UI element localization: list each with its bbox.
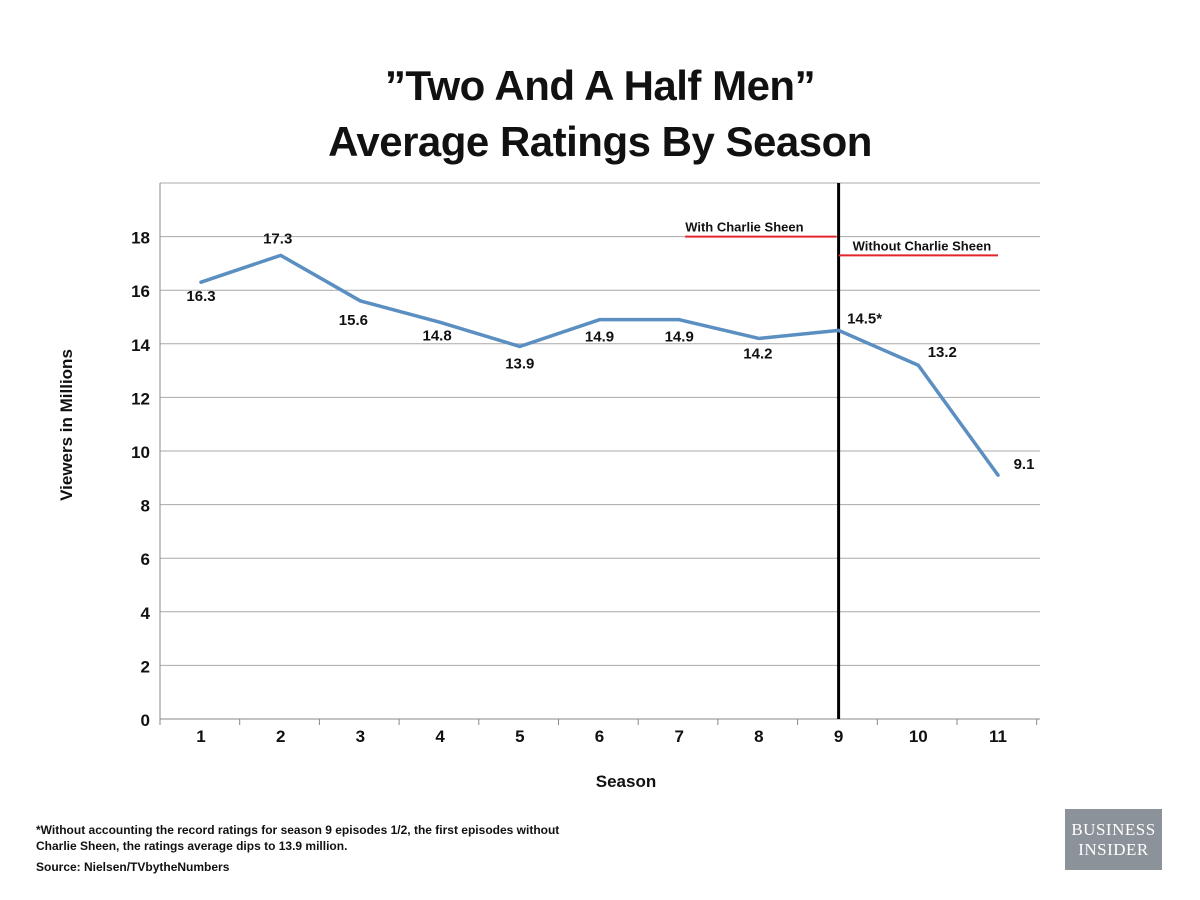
footnote-line-2: Charlie Sheen, the ratings average dips … <box>36 839 348 853</box>
data-label-season-9: 14.5* <box>847 310 882 327</box>
data-labels: 16.3 17.3 15.6 14.8 13.9 14.9 14.9 14.2 14.5* 13.… <box>186 230 1034 473</box>
data-label-season-3: 15.6 <box>339 312 368 329</box>
x-tick-label-6: 6 <box>595 727 604 746</box>
grid-lines <box>160 182 1040 666</box>
data-label-season-10: 13.2 <box>928 344 957 361</box>
y-axis-title: Viewers in Millions <box>57 349 76 501</box>
data-point-season-1 <box>199 280 203 284</box>
y-tick-label-18: 18 <box>131 229 150 248</box>
footnote-line-1: *Without accounting the record ratings f… <box>36 823 560 837</box>
x-tick-label-7: 7 <box>674 727 683 746</box>
source-note: Source: Nielsen/TVbytheNumbers <box>36 860 230 874</box>
data-label-season-8: 14.2 <box>743 345 772 362</box>
x-tick-label-8: 8 <box>754 727 763 746</box>
data-label-season-1: 16.3 <box>186 288 215 305</box>
data-label-season-7: 14.9 <box>665 329 694 346</box>
chart-title-line-2: Average Ratings By Season <box>328 118 872 165</box>
x-tick-label-9: 9 <box>834 727 843 746</box>
data-point-season-2 <box>279 253 283 257</box>
data-point-season-8 <box>757 336 761 340</box>
data-label-season-5: 13.9 <box>505 355 534 372</box>
data-point-season-5 <box>518 344 522 348</box>
footnote: *Without accounting the record ratings f… <box>36 822 596 854</box>
y-tick-label-10: 10 <box>131 443 150 462</box>
data-point-season-9 <box>837 328 841 332</box>
series-line <box>199 253 1000 477</box>
data-label-season-6: 14.9 <box>585 329 614 346</box>
y-tick-label-6: 6 <box>141 550 150 569</box>
logo-line-2: INSIDER <box>1078 839 1149 859</box>
chart-title-line-1: ”Two And A Half Men” <box>384 62 816 109</box>
logo-line-1: BUSINESS <box>1071 819 1156 839</box>
series-ratings <box>199 253 1000 477</box>
x-tick-label-4: 4 <box>435 727 445 746</box>
x-tick-label-1: 1 <box>196 727 205 746</box>
data-point-season-3 <box>358 299 362 303</box>
x-axis-title: Season <box>596 772 656 791</box>
y-tick-label-4: 4 <box>141 604 151 623</box>
data-point-season-4 <box>438 320 442 324</box>
data-label-season-2: 17.3 <box>263 230 292 247</box>
data-point-season-6 <box>598 318 601 322</box>
annotations: With Charlie Sheen Without Charlie Sheen <box>685 183 998 719</box>
data-point-season-10 <box>916 363 920 367</box>
x-tick-label-2: 2 <box>276 727 285 746</box>
y-tick-label-16: 16 <box>131 282 150 301</box>
data-point-season-11 <box>996 473 1000 477</box>
x-tick-label-3: 3 <box>356 727 365 746</box>
chart-title: ”Two And A Half Men” Average Ratings By … <box>0 58 1200 170</box>
y-tick-label-2: 2 <box>141 657 150 676</box>
y-tick-label-12: 12 <box>131 389 150 408</box>
y-tick-label-14: 14 <box>131 336 150 355</box>
x-tick-label-10: 10 <box>909 727 928 746</box>
y-tick-label-8: 8 <box>141 497 150 516</box>
y-tick-label-0: 0 <box>141 711 150 730</box>
business-insider-logo: BUSINESS INSIDER <box>1065 809 1162 870</box>
annotation-label-0: With Charlie Sheen <box>685 220 803 235</box>
data-label-season-11: 9.1 <box>1014 456 1035 473</box>
annotation-label-1: Without Charlie Sheen <box>853 238 992 253</box>
data-label-season-4: 14.8 <box>422 327 451 344</box>
data-point-season-7 <box>677 318 681 322</box>
x-tick-label-5: 5 <box>515 727 524 746</box>
x-tick-label-11: 11 <box>989 727 1007 746</box>
